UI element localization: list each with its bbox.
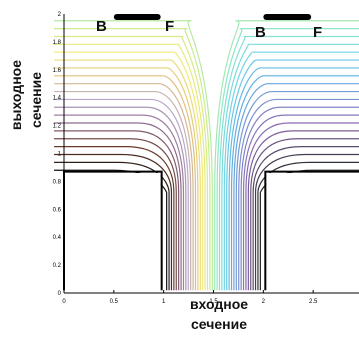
streamline bbox=[252, 146, 359, 291]
y-tick-label: 0.8 bbox=[53, 179, 62, 185]
x-tick-label: 2.5 bbox=[309, 299, 318, 305]
x-tick-label: 0 bbox=[62, 299, 66, 305]
streamline bbox=[216, 27, 359, 291]
streamline bbox=[226, 59, 359, 291]
axis-ticks: 0 0.5 1 1.5 2 2.5 0 0.2 0.4 0.6 0.8 1 1.2 1.4 1.6 1.8 2 bbox=[53, 12, 318, 305]
y-axis-label: выходное сечение bbox=[2, 60, 46, 170]
streamline bbox=[54, 138, 177, 291]
streamline bbox=[54, 122, 182, 291]
streamline bbox=[54, 130, 180, 291]
y-tick-label: 0.2 bbox=[53, 263, 62, 269]
point-label-f-right: F bbox=[313, 24, 323, 41]
streamline bbox=[240, 106, 359, 291]
y-tick-label: 0.4 bbox=[53, 235, 62, 241]
streamline bbox=[247, 130, 359, 291]
streamline bbox=[54, 75, 197, 291]
y-axis-label-line-1: выходное bbox=[8, 60, 24, 131]
streamline bbox=[54, 98, 189, 291]
x-tick-label: 1.5 bbox=[209, 299, 218, 305]
streamline bbox=[230, 75, 359, 291]
y-tick-label: 1.6 bbox=[53, 68, 62, 74]
y-axis-label-line-2: сечение bbox=[28, 72, 44, 128]
streamline bbox=[250, 138, 359, 291]
x-tick-label: 0.5 bbox=[110, 299, 119, 305]
streamline bbox=[254, 153, 359, 291]
streamline bbox=[54, 67, 199, 291]
y-tick-label: 1.4 bbox=[53, 96, 62, 102]
y-tick-label: 2 bbox=[58, 12, 62, 18]
left-block bbox=[65, 173, 161, 291]
boundary-bars bbox=[113, 14, 312, 20]
y-tick-label: 1 bbox=[58, 152, 62, 158]
streamline bbox=[228, 67, 359, 291]
right-block bbox=[266, 173, 359, 291]
streamlines bbox=[54, 20, 359, 291]
streamline bbox=[54, 59, 201, 291]
wall-edge bbox=[264, 170, 359, 291]
wall-edge bbox=[63, 170, 163, 291]
streamline bbox=[54, 35, 209, 291]
x-axis-label-line-1: входное bbox=[189, 296, 249, 312]
boundary-bar bbox=[113, 14, 161, 20]
point-label-b-right: B bbox=[255, 24, 266, 41]
point-label-f-left: F bbox=[165, 18, 175, 35]
point-label-b-left: B bbox=[96, 18, 107, 35]
streamline bbox=[54, 83, 194, 291]
streamline bbox=[245, 122, 359, 291]
y-tick-label: 0 bbox=[58, 291, 62, 297]
streamline bbox=[235, 90, 359, 291]
streamline bbox=[54, 146, 175, 291]
streamline bbox=[54, 153, 173, 291]
streamline bbox=[233, 83, 359, 291]
streamline bbox=[54, 106, 187, 291]
streamline bbox=[238, 98, 359, 291]
streamline bbox=[54, 90, 192, 291]
streamline bbox=[54, 27, 211, 291]
streamline bbox=[221, 43, 359, 291]
streamline bbox=[54, 20, 213, 291]
x-tick-label: 2 bbox=[262, 299, 266, 305]
streamline bbox=[242, 114, 359, 291]
streamline bbox=[54, 43, 206, 291]
boundary-bar bbox=[263, 14, 312, 20]
streamline bbox=[214, 20, 359, 291]
y-tick-label: 1.2 bbox=[53, 124, 62, 130]
x-axis-label-line-2: сечение bbox=[191, 316, 247, 332]
y-tick-label: 1.8 bbox=[53, 40, 62, 46]
streamline bbox=[54, 114, 185, 291]
x-tick-label: 1 bbox=[162, 299, 166, 305]
walls bbox=[63, 14, 359, 294]
streamline bbox=[218, 35, 359, 291]
x-axis-label: входное сечение bbox=[174, 294, 264, 334]
y-tick-label: 0.6 bbox=[53, 207, 62, 213]
